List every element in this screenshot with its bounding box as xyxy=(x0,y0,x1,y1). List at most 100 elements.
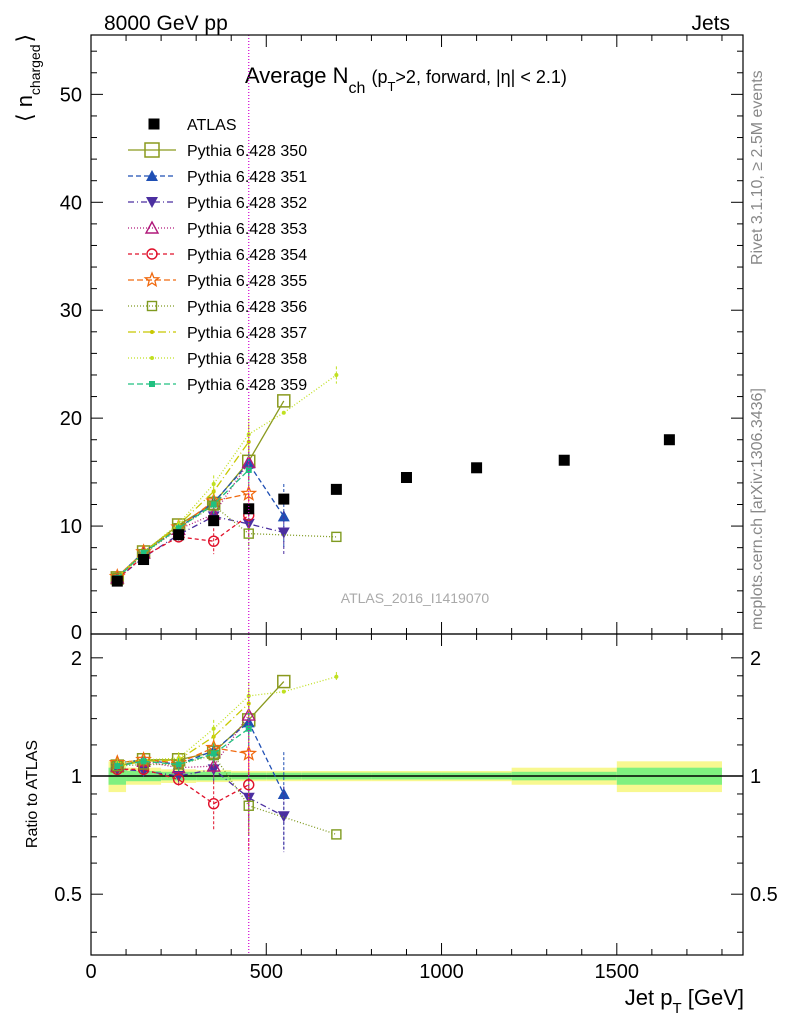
marker-358 xyxy=(211,726,216,731)
top-panel xyxy=(108,366,675,587)
legend-entry-ATLAS: ATLAS xyxy=(148,117,237,134)
marker-350 xyxy=(277,394,291,408)
series-354 xyxy=(111,737,255,850)
legend-marker-355 xyxy=(143,271,161,288)
legend-entry-358: Pythia 6.428 358 xyxy=(128,351,307,368)
atlas-data-point xyxy=(400,472,412,484)
marker-359 xyxy=(210,750,217,757)
legend-label-354: Pythia 6.428 354 xyxy=(187,247,307,264)
x-axis-label: Jet pT [GeV] xyxy=(625,985,744,1017)
series-line-354 xyxy=(117,768,250,805)
mcplots-label: mcplots.cern.ch [arXiv:1306.3436] xyxy=(749,388,766,630)
marker-354 xyxy=(172,773,185,786)
ratio-y-tick-label: 0.5 xyxy=(54,884,82,906)
marker-359 xyxy=(210,501,217,508)
y-tick-label: 50 xyxy=(60,84,82,106)
marker-355 xyxy=(240,484,258,501)
marker-357 xyxy=(246,439,251,444)
series-line-351 xyxy=(116,462,285,578)
legend-entry-350: Pythia 6.428 350 xyxy=(128,142,307,160)
marker-359 xyxy=(245,725,252,732)
marker-358 xyxy=(334,372,339,377)
marker-354 xyxy=(207,535,220,547)
plot-title: Average Nch(pT>2, forward, |η| < 2.1) xyxy=(245,63,567,97)
legend-marker-359 xyxy=(149,381,155,387)
marker-353 xyxy=(206,758,221,772)
legend-marker-351 xyxy=(146,170,158,181)
marker-356 xyxy=(243,800,254,811)
header-right: Jets xyxy=(691,12,730,35)
series-line-354 xyxy=(116,514,250,580)
x-tick-label: 1000 xyxy=(419,961,464,983)
legend-label-ATLAS: ATLAS xyxy=(187,117,237,134)
y-axis-label-bottom: Ratio to ATLAS xyxy=(24,740,41,848)
legend-label-353: Pythia 6.428 353 xyxy=(187,221,307,238)
legend-marker-350 xyxy=(144,142,160,158)
legend-entry-354: Pythia 6.428 354 xyxy=(128,247,307,264)
ratio-y-tick-label-right: 1 xyxy=(750,766,761,788)
legend-marker-352 xyxy=(146,197,158,208)
marker-359 xyxy=(140,758,147,765)
rivet-label: Rivet 3.1.10, ≥ 2.5M events xyxy=(749,70,766,265)
marker-352 xyxy=(277,527,290,539)
series-ATLAS xyxy=(111,434,675,587)
legend-label-356: Pythia 6.428 356 xyxy=(187,299,307,316)
x-tick-label: 1500 xyxy=(595,961,640,983)
legend-entry-351: Pythia 6.428 351 xyxy=(128,169,307,186)
y-tick-label: 30 xyxy=(60,300,82,322)
legend-entry-355: Pythia 6.428 355 xyxy=(128,271,307,290)
x-tick-label: 0 xyxy=(85,961,96,983)
series-line-359 xyxy=(117,728,250,767)
legend-marker-357 xyxy=(150,330,154,334)
marker-358 xyxy=(334,674,339,679)
marker-359 xyxy=(245,466,252,473)
atlas-data-point xyxy=(558,454,570,466)
marker-354 xyxy=(207,798,220,810)
marker-358 xyxy=(246,693,251,698)
legend-marker-358 xyxy=(150,356,154,360)
legend-label-351: Pythia 6.428 351 xyxy=(187,169,307,186)
marker-359 xyxy=(175,525,182,532)
ratio-y-tick-label-right: 0.5 xyxy=(750,884,778,906)
series-359 xyxy=(114,453,252,581)
atlas-data-point xyxy=(278,493,290,505)
marker-359 xyxy=(114,763,121,770)
legend-label-350: Pythia 6.428 350 xyxy=(187,143,307,160)
legend-label-357: Pythia 6.428 357 xyxy=(187,325,307,342)
legend-label-355: Pythia 6.428 355 xyxy=(187,273,307,290)
marker-351 xyxy=(277,510,290,522)
legend-entry-356: Pythia 6.428 356 xyxy=(128,299,307,316)
svg-text:⟨ ncharged⟩: ⟨ ncharged⟩ xyxy=(12,34,43,122)
series-356 xyxy=(112,744,342,840)
marker-358 xyxy=(211,481,216,486)
marker-356 xyxy=(331,531,342,543)
legend-entry-352: Pythia 6.428 352 xyxy=(128,195,307,212)
analysis-watermark: ATLAS_2016_I1419070 xyxy=(341,590,490,606)
y-tick-label-zero: 0 xyxy=(71,622,82,644)
legend-marker-354 xyxy=(146,248,158,260)
atlas-data-point xyxy=(208,515,220,527)
series-357 xyxy=(115,425,251,580)
marker-350 xyxy=(277,674,291,689)
series-line-356 xyxy=(116,504,337,579)
atlas-data-point xyxy=(663,434,675,446)
ratio-panel xyxy=(91,672,743,853)
legend-entry-357: Pythia 6.428 357 xyxy=(128,325,307,342)
legend-marker-353 xyxy=(144,220,160,234)
marker-356 xyxy=(331,829,342,840)
series-line-356 xyxy=(117,754,337,836)
legend-label-358: Pythia 6.428 358 xyxy=(187,351,307,368)
marker-359 xyxy=(140,550,147,557)
ratio-panel-frame xyxy=(90,633,744,956)
legend-entry-353: Pythia 6.428 353 xyxy=(128,220,307,238)
ratio-y-tick-label: 2 xyxy=(71,648,82,670)
marker-352 xyxy=(207,764,220,776)
series-356 xyxy=(112,496,342,584)
y-tick-label: 40 xyxy=(60,192,82,214)
marker-358 xyxy=(281,689,286,694)
y-tick-label: 10 xyxy=(60,516,82,538)
x-tick-label: 500 xyxy=(250,961,283,983)
series-line-351 xyxy=(117,721,285,795)
header-left: 8000 GeV pp xyxy=(104,12,228,35)
